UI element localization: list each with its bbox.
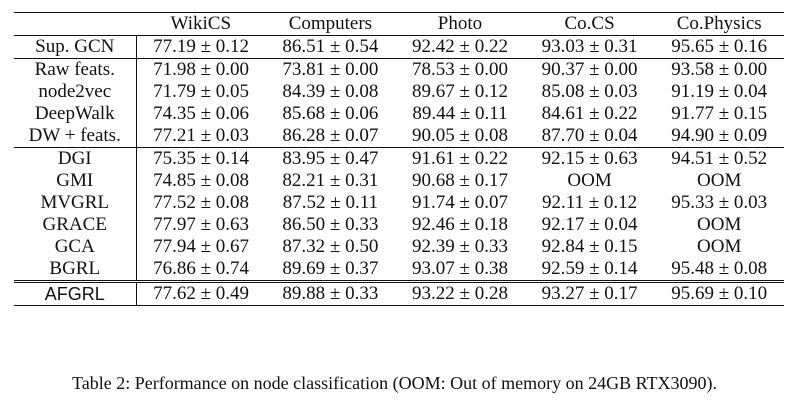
value-cell: 89.67 ± 0.12: [412, 81, 508, 102]
value-cell: 77.21 ± 0.03: [153, 125, 250, 146]
value-cell-best: 89.88 ± 0.33: [265, 280, 396, 306]
method-cell: AFGRL: [14, 280, 137, 306]
table-row: node2vec 71.79 ± 0.05 84.39 ± 0.08 89.67…: [14, 81, 784, 103]
value-cell: 87.70 ± 0.04: [541, 125, 638, 146]
value-cell: 86.51 ± 0.54: [282, 36, 379, 57]
table-row: MVGRL 77.52 ± 0.08 87.52 ± 0.11 91.74 ± …: [14, 192, 784, 214]
value-cell: 92.84 ± 0.15: [541, 236, 638, 257]
value-cell: 93.58 ± 0.00: [654, 58, 784, 81]
table-row-proposed: AFGRL 77.62 ± 0.49 89.88 ± 0.33 93.22 ± …: [14, 280, 784, 306]
value-cell: 78.53 ± 0.00: [395, 58, 525, 81]
method-cell: MVGRL: [14, 192, 137, 214]
value-cell: 71.79 ± 0.05: [153, 81, 250, 102]
value-cell: 95.48 ± 0.08: [671, 258, 768, 279]
value-cell: 74.35 ± 0.06: [153, 103, 250, 124]
value-cell: 93.03 ± 0.31: [541, 36, 638, 57]
value-cell: 89.69 ± 0.37: [282, 258, 379, 279]
value-cell: 94.90 ± 0.09: [671, 125, 768, 146]
table-row: GRACE 77.97 ± 0.63 86.50 ± 0.33 92.46 ± …: [14, 214, 784, 236]
header-cell-cophysics: Co.Physics: [654, 12, 784, 36]
table-row: DW + feats. 77.21 ± 0.03 86.28 ± 0.07 90…: [14, 125, 784, 148]
method-cell: Raw feats.: [14, 58, 137, 81]
value-cell: 83.95 ± 0.47: [265, 147, 396, 170]
value-cell: 77.52 ± 0.08: [153, 192, 250, 213]
results-table: WikiCS Computers Photo Co.CS Co.Physics …: [14, 12, 784, 306]
value-cell: 87.32 ± 0.50: [282, 236, 379, 257]
value-cell: 76.86 ± 0.74: [153, 258, 250, 279]
value-cell-best: 93.27 ± 0.17: [524, 280, 655, 306]
value-cell: 90.05 ± 0.08: [412, 125, 508, 146]
value-cell: 85.68 ± 0.06: [282, 103, 379, 124]
value-cell: 74.85 ± 0.08: [153, 170, 250, 191]
header-cell-method: [14, 12, 136, 36]
value-cell: 90.37 ± 0.00: [524, 58, 655, 81]
value-cell: 90.68 ± 0.17: [412, 170, 508, 191]
value-cell: OOM: [697, 236, 742, 257]
table-row: Sup. GCN 77.19 ± 0.12 86.51 ± 0.54 92.42…: [14, 35, 784, 59]
value-cell: 91.77 ± 0.15: [671, 103, 768, 124]
table-row: GMI 74.85 ± 0.08 82.21 ± 0.31 90.68 ± 0.…: [14, 170, 784, 192]
value-cell: OOM: [697, 214, 742, 235]
value-cell: 92.11 ± 0.12: [541, 192, 638, 213]
table-row: DGI 75.35 ± 0.14 83.95 ± 0.47 91.61 ± 0.…: [14, 147, 784, 170]
value-cell: 95.65 ± 0.16: [671, 36, 768, 57]
value-cell: 95.33 ± 0.03: [671, 192, 768, 213]
value-cell: 92.17 ± 0.04: [541, 214, 638, 235]
table-row: DeepWalk 74.35 ± 0.06 85.68 ± 0.06 89.44…: [14, 103, 784, 125]
value-cell: 89.44 ± 0.11: [412, 103, 508, 124]
value-cell: 75.35 ± 0.14: [136, 147, 266, 170]
method-cell: DeepWalk: [14, 103, 137, 125]
table-row: GCA 77.94 ± 0.67 87.32 ± 0.50 92.39 ± 0.…: [14, 236, 784, 258]
value-cell-best: 77.97 ± 0.63: [153, 214, 250, 235]
method-cell: GCA: [14, 236, 137, 258]
value-cell: 84.39 ± 0.08: [282, 81, 379, 102]
value-cell: 77.94 ± 0.67: [153, 236, 250, 257]
value-cell: 93.07 ± 0.38: [412, 258, 508, 279]
value-cell: 77.62 ± 0.49: [136, 280, 266, 306]
value-cell: 87.52 ± 0.11: [282, 192, 378, 213]
value-cell: 91.74 ± 0.07: [412, 192, 508, 213]
header-cell-wikics: WikiCS: [136, 12, 266, 36]
table-row: Raw feats. 71.98 ± 0.00 73.81 ± 0.00 78.…: [14, 58, 784, 81]
value-cell: 86.50 ± 0.33: [282, 214, 379, 235]
value-cell: 77.19 ± 0.12: [153, 36, 250, 57]
value-cell: 92.39 ± 0.33: [412, 236, 508, 257]
value-cell: 84.61 ± 0.22: [541, 103, 638, 124]
value-cell: 91.19 ± 0.04: [671, 81, 768, 102]
header-row: WikiCS Computers Photo Co.CS Co.Physics: [14, 12, 784, 36]
value-cell: OOM: [697, 170, 742, 191]
value-cell: 91.61 ± 0.22: [395, 147, 525, 170]
method-cell: node2vec: [14, 81, 137, 103]
header-cell-photo: Photo: [395, 12, 525, 36]
value-cell: OOM: [567, 170, 612, 191]
method-cell: DGI: [14, 147, 137, 170]
value-cell: 94.51 ± 0.52: [654, 147, 784, 170]
value-cell-best: 95.69 ± 0.10: [654, 280, 784, 306]
header-cell-computers: Computers: [265, 12, 396, 36]
value-cell: 85.08 ± 0.03: [541, 81, 638, 102]
method-cell: Sup. GCN: [14, 35, 137, 59]
value-cell: 92.15 ± 0.63: [524, 147, 655, 170]
value-cell-best: 93.22 ± 0.28: [395, 280, 525, 306]
method-cell: GRACE: [14, 214, 137, 236]
method-cell: GMI: [14, 170, 137, 192]
method-cell: BGRL: [14, 258, 137, 282]
value-cell: 92.42 ± 0.22: [412, 36, 508, 57]
value-cell: 82.21 ± 0.31: [282, 170, 379, 191]
value-cell: 92.46 ± 0.18: [412, 214, 508, 235]
header-cell-cocs: Co.CS: [524, 12, 655, 36]
value-cell: 92.59 ± 0.14: [541, 258, 638, 279]
table-caption: Table 2: Performance on node classificat…: [71, 373, 718, 393]
value-cell: 86.28 ± 0.07: [282, 125, 379, 146]
value-cell: 71.98 ± 0.00: [136, 58, 266, 81]
value-cell: 73.81 ± 0.00: [265, 58, 396, 81]
table-row: BGRL 76.86 ± 0.74 89.69 ± 0.37 93.07 ± 0…: [14, 258, 784, 282]
method-cell: DW + feats.: [14, 125, 137, 148]
